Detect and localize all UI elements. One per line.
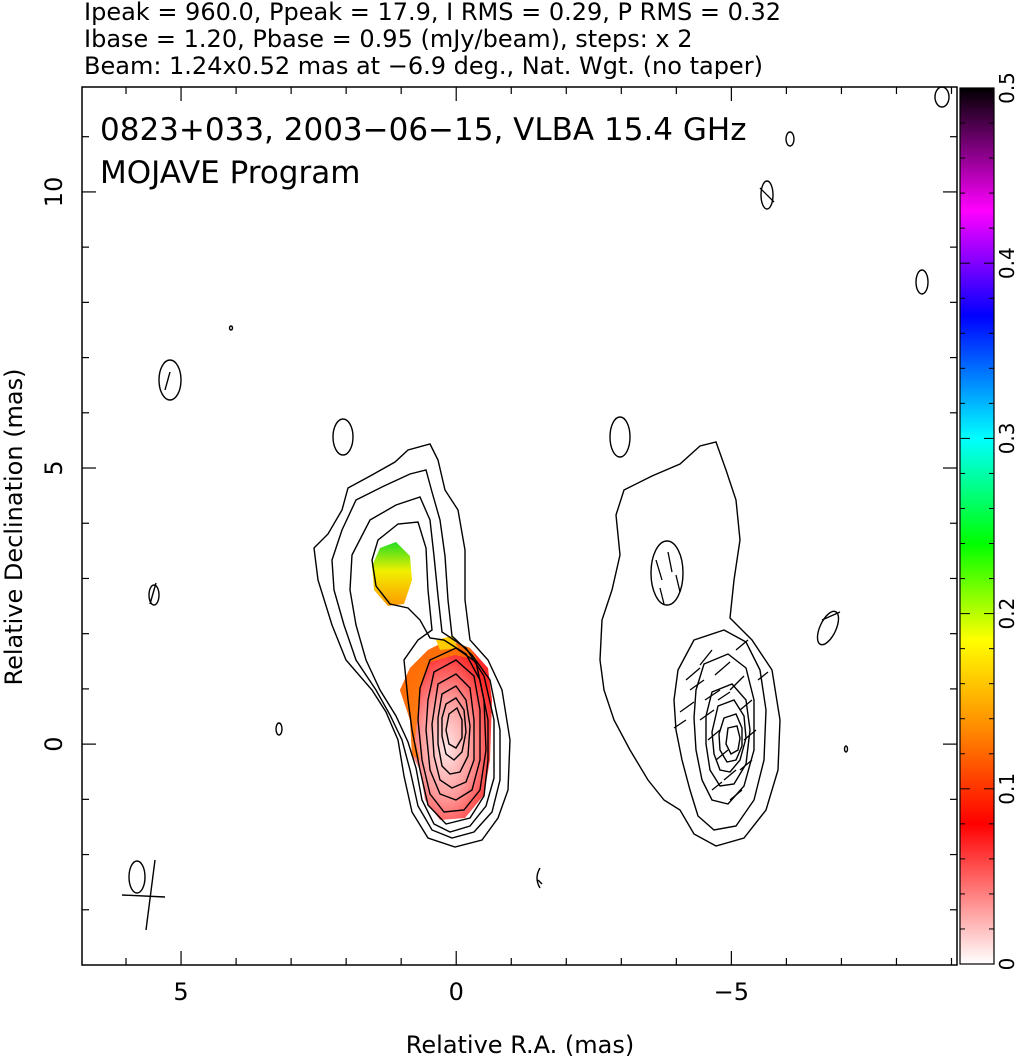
colorbar-ticks xyxy=(960,87,994,965)
x-tick-labels: 5 0 −5 xyxy=(173,978,749,1006)
colorbar-tick-label: 0.3 xyxy=(995,422,1019,454)
colorbar xyxy=(959,87,995,965)
colorbar-tick-label: 0.2 xyxy=(995,598,1019,630)
x-tick-label: 0 xyxy=(449,978,464,1006)
plot-frame xyxy=(81,86,958,966)
header-line-1: Ipeak = 960.0, Ppeak = 17.9, I RMS = 0.2… xyxy=(84,0,781,26)
colorbar-tick-label: 0.4 xyxy=(995,247,1019,279)
noise-contours xyxy=(128,86,950,894)
x-axis-title: Relative R.A. (mas) xyxy=(406,1031,634,1059)
program-label: MOJAVE Program xyxy=(100,155,360,191)
colorbar-tick-label: 0.5 xyxy=(995,72,1019,104)
y-tick-labels: 0 5 10 xyxy=(40,177,68,752)
stokes-i-contours-right xyxy=(599,441,781,847)
y-tick-label: 10 xyxy=(40,177,68,208)
source-label: 0823+033, 2003−06−15, VLBA 15.4 GHz xyxy=(100,112,746,148)
evpa-ticks xyxy=(655,187,841,801)
beam-marker xyxy=(121,371,171,931)
colorbar-tick-labels: 0 0.1 0.2 0.3 0.4 0.5 xyxy=(995,72,1019,970)
y-tick-label: 0 xyxy=(40,736,68,751)
x-tick-label: 5 xyxy=(173,978,188,1006)
header-line-3: Beam: 1.24x0.52 mas at −6.9 deg., Nat. W… xyxy=(84,52,763,80)
header-line-2: Ibase = 1.20, Pbase = 0.95 (mJy/beam), s… xyxy=(84,25,693,53)
axis-ticks xyxy=(82,87,957,965)
stokes-i-contours-left xyxy=(313,443,511,848)
y-tick-label: 5 xyxy=(40,460,68,475)
y-axis-title: Relative Declination (mas) xyxy=(0,368,28,685)
colorbar-tick-label: 0 xyxy=(995,958,1019,971)
x-tick-label: −5 xyxy=(714,978,749,1006)
colorbar-tick-label: 0.1 xyxy=(995,773,1019,805)
